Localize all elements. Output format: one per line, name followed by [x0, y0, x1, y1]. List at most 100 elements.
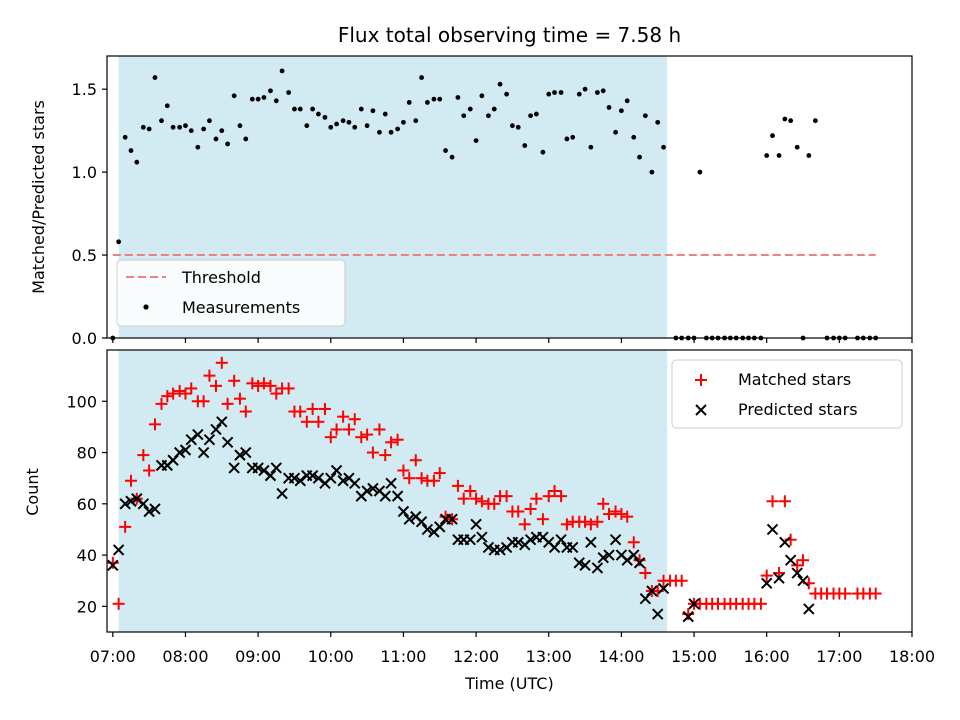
- predicted-star-point: [203, 434, 216, 446]
- matched-star-point: [518, 518, 531, 531]
- predicted-star-point: [567, 541, 579, 554]
- matched-star-point: [209, 379, 222, 392]
- matched-star-point: [294, 405, 307, 418]
- measurement-point: [491, 106, 497, 112]
- measurement-point: [637, 154, 642, 160]
- predicted-star-point: [125, 495, 137, 507]
- top-legend-box: [116, 259, 346, 327]
- measurement-point: [297, 106, 303, 112]
- measurement-point: [479, 93, 485, 99]
- bottom-y-tick-label: 80: [77, 444, 97, 463]
- measurement-point: [170, 124, 176, 130]
- predicted-star-point: [228, 462, 240, 474]
- measurement-point: [255, 96, 261, 102]
- measurement-point: [328, 124, 334, 130]
- bottom-panel: 07:00 08:00 09:00 10:00 11:00 12:00 13:00 14:00…: [23, 349, 935, 693]
- measurement-point: [310, 106, 316, 112]
- matched-star-point: [791, 559, 804, 572]
- matched-star-point: [137, 449, 150, 462]
- predicted-star-point: [330, 464, 343, 477]
- measurement-point: [510, 123, 515, 129]
- matched-star-point: [548, 485, 561, 497]
- matched-star-point: [379, 449, 392, 462]
- predicted-star-point: [784, 554, 797, 566]
- x-axis-label: Time (UTC): [464, 674, 553, 693]
- x-tick-label: 07:00: [90, 647, 136, 666]
- bottom-y-tick-label: 100: [66, 392, 97, 411]
- measurement-point: [473, 138, 479, 144]
- measurement-point: [377, 129, 382, 135]
- predicted-star-point: [591, 562, 604, 574]
- predicted-star-point: [597, 551, 609, 564]
- measurement-point: [661, 144, 666, 150]
- measurement-point: [358, 106, 364, 112]
- x-tick-label: 15:00: [671, 647, 717, 666]
- measurement-point: [292, 106, 297, 112]
- measurement-point: [413, 118, 419, 124]
- matched-star-point: [270, 387, 283, 400]
- measurement-point: [183, 123, 188, 129]
- measurement-point: [497, 81, 503, 87]
- x-tick-label: 09:00: [235, 647, 281, 666]
- measurement-point: [576, 91, 582, 97]
- measurement-point: [764, 153, 770, 158]
- matched-star-point: [754, 597, 767, 610]
- predicted-star-point: [252, 462, 264, 474]
- measurement-point: [443, 148, 448, 153]
- legend-predicted-label: Predicted stars: [738, 400, 858, 419]
- matched-star-point: [300, 415, 313, 428]
- measurement-point: [431, 96, 437, 102]
- measurement-point: [273, 98, 279, 104]
- predicted-star-point: [688, 598, 700, 610]
- legend-threshold-label: Threshold: [181, 268, 261, 287]
- predicted-star-point: [179, 444, 192, 456]
- measurement-point: [461, 113, 467, 119]
- matched-star-point: [385, 436, 398, 449]
- matched-star-point: [427, 474, 440, 487]
- predicted-star-point: [264, 469, 277, 482]
- top-plot-frame: [106, 55, 913, 339]
- measurement-point: [794, 144, 800, 150]
- top-x-ticks: [112, 338, 913, 343]
- matched-star-point: [324, 431, 337, 444]
- legend-matched-swatch: [695, 374, 707, 386]
- predicted-star-point: [657, 582, 670, 595]
- measurement-point: [207, 118, 212, 124]
- predicted-star-point: [797, 575, 809, 587]
- measurement-point: [364, 123, 370, 129]
- predicted-star-point: [240, 446, 252, 459]
- matched-star-point: [155, 397, 168, 410]
- matched-star-point: [609, 505, 622, 518]
- matched-star-point: [555, 490, 568, 503]
- predicted-star-point: [421, 523, 434, 536]
- x-tick-label: 13:00: [526, 647, 572, 666]
- predicted-star-point: [112, 544, 125, 556]
- matched-star-point: [143, 464, 156, 477]
- matched-star-point: [433, 467, 446, 480]
- measurement-point: [770, 133, 775, 139]
- predicted-star-point: [367, 482, 379, 495]
- predicted-star-point: [470, 518, 482, 531]
- matched-star-point: [239, 405, 252, 418]
- matched-star-point: [282, 382, 295, 395]
- top-y-tick-label: 1.5: [72, 80, 97, 99]
- matched-star-point: [869, 587, 882, 600]
- measurement-point: [164, 103, 170, 109]
- measurement-point: [152, 75, 158, 80]
- matched-star-point: [639, 567, 652, 580]
- matched-star-point: [591, 515, 604, 528]
- measurement-point: [588, 144, 594, 150]
- bottom-y-ticks: 20 40 60 80 100: [66, 392, 107, 616]
- bottom-plot-frame: [106, 349, 913, 633]
- matched-star-point: [264, 379, 277, 392]
- measurement-point: [279, 68, 285, 74]
- matched-star-point: [342, 423, 355, 436]
- matched-star-point: [839, 587, 852, 600]
- matched-star-point: [221, 397, 234, 410]
- matched-star-point: [246, 377, 259, 390]
- predicted-star-point: [197, 446, 210, 459]
- predicted-stars-points: [107, 416, 815, 623]
- predicted-star-point: [585, 536, 597, 548]
- matched-star-point: [403, 472, 416, 485]
